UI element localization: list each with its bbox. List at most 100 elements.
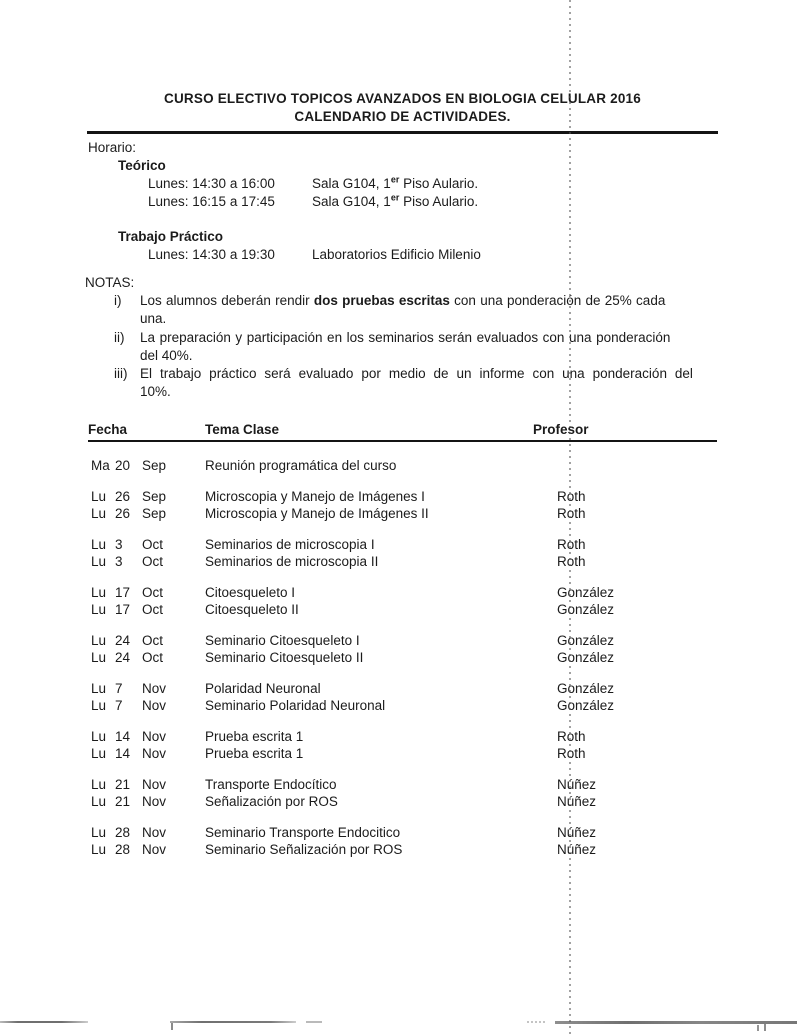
horario-practico-block: Trabajo Práctico Lunes: 14:30 a 19:30 La… xyxy=(88,228,481,264)
table-body: Ma 20 Sep Reunión programática del curso… xyxy=(88,457,717,858)
practico-title: Trabajo Práctico xyxy=(118,229,224,244)
cell-day-abbrev: Lu xyxy=(91,554,107,569)
cell-day-number: 3 xyxy=(115,554,123,569)
cell-day-number: 24 xyxy=(115,633,131,648)
cell-profesor: Núñez xyxy=(557,794,597,809)
cell-day-number: 28 xyxy=(115,825,131,840)
column-header-profesor: Profesor xyxy=(533,422,589,437)
horario-section: Horario: Teórico Lunes: 14:30 a 16:00 Sa… xyxy=(88,139,481,264)
cell-day-number: 17 xyxy=(115,602,131,617)
table-row: Lu 17 Oct Citoesqueleto I González xyxy=(88,584,717,601)
cell-profesor xyxy=(557,457,717,474)
schedule-place: Sala G104, 1er Piso Aulario. xyxy=(312,175,478,193)
cell-day-abbrev: Lu xyxy=(91,585,107,600)
table-row: Lu 14 Nov Prueba escrita 1 Roth xyxy=(88,745,717,762)
text-run: Sala G104, 1 xyxy=(312,176,391,191)
cell-day-number: 7 xyxy=(115,698,123,713)
cell-month: Oct xyxy=(142,633,164,648)
cell-day-number: 17 xyxy=(115,585,131,600)
cell-profesor: González xyxy=(557,602,615,617)
cell-day-abbrev: Lu xyxy=(91,633,107,648)
table-row: Ma 20 Sep Reunión programática del curso xyxy=(88,457,717,474)
cell-profesor: Roth xyxy=(557,489,586,504)
cell-day-abbrev: Lu xyxy=(91,777,107,792)
superscript-run: er xyxy=(390,174,400,185)
note-line: i) Los alumnos deberán rendir dos prueba… xyxy=(85,292,718,310)
document-subtitle: CALENDARIO DE ACTIVIDADES. xyxy=(294,109,511,124)
note-marker xyxy=(114,347,140,365)
table-row: Lu 26 Sep Microscopia y Manejo de Imágen… xyxy=(88,488,717,505)
course-title: CURSO ELECTIVO TOPICOS AVANZADOS EN BIOL… xyxy=(164,91,641,106)
cell-month: Oct xyxy=(142,602,164,617)
superscript-run: er xyxy=(390,192,400,203)
cell-tema-clase: Polaridad Neuronal xyxy=(205,681,321,696)
cell-day-abbrev: Lu xyxy=(91,794,107,809)
note-line: 10%. xyxy=(85,383,718,401)
text-run: Piso Aulario. xyxy=(399,194,479,209)
schedule-place: Laboratorios Edificio Milenio xyxy=(312,246,481,264)
cell-profesor: González xyxy=(557,681,615,696)
cell-month: Nov xyxy=(142,825,167,840)
table-row: Lu 21 Nov Transporte Endocítico Núñez xyxy=(88,776,717,793)
cell-tema-clase: Reunión programática del curso xyxy=(205,458,397,473)
cell-profesor: Roth xyxy=(557,729,586,744)
cell-month: Oct xyxy=(142,554,164,569)
schedule-line: Lunes: 16:15 a 17:45 Sala G104, 1er Piso… xyxy=(148,193,481,211)
cell-day-abbrev: Lu xyxy=(91,602,107,617)
note-line: ii) La preparación y participación en lo… xyxy=(85,329,718,347)
note-text: una. xyxy=(140,310,718,328)
cell-day-abbrev: Lu xyxy=(91,698,107,713)
cell-day-number: 7 xyxy=(115,681,123,696)
notas-section: NOTAS: i) Los alumnos deberán rendir dos… xyxy=(85,274,718,401)
horario-teorico-block: Teórico Lunes: 14:30 a 16:00 Sala G104, … xyxy=(88,157,481,211)
scan-artifact-line xyxy=(306,1021,322,1023)
table-row: Lu 24 Oct Seminario Citoesqueleto II Gon… xyxy=(88,649,717,666)
table-row: Lu 14 Nov Prueba escrita 1 Roth xyxy=(88,728,717,745)
note-marker: i) xyxy=(114,293,122,309)
table-row: Lu 28 Nov Seminario Transporte Endocitic… xyxy=(88,824,717,841)
note-marker: iii) xyxy=(114,366,128,382)
column-header-fecha: Fecha xyxy=(88,422,128,437)
table-row: Lu 26 Sep Microscopia y Manejo de Imágen… xyxy=(88,505,717,522)
schedule-line: Lunes: 14:30 a 16:00 Sala G104, 1er Piso… xyxy=(148,175,481,193)
note-line: del 40%. xyxy=(85,347,718,365)
cell-profesor: González xyxy=(557,585,615,600)
cell-day-number: 21 xyxy=(115,794,131,809)
cell-day-number: 20 xyxy=(115,458,131,473)
cell-day-number: 21 xyxy=(115,777,131,792)
cell-tema-clase: Seminario Señalización por ROS xyxy=(205,842,403,857)
cell-day-abbrev: Lu xyxy=(91,489,107,504)
cell-day-abbrev: Lu xyxy=(91,729,107,744)
cell-month: Nov xyxy=(142,729,167,744)
note-line: iii) El trabajo práctico será evaluado p… xyxy=(85,365,718,383)
cell-month: Sep xyxy=(142,489,167,504)
cell-profesor: Roth xyxy=(557,506,586,521)
cell-tema-clase: Microscopia y Manejo de Imágenes I xyxy=(205,489,425,504)
cell-profesor: Núñez xyxy=(557,825,597,840)
text-run: 10%. xyxy=(140,384,171,400)
cell-month: Nov xyxy=(142,681,167,696)
cell-profesor: Roth xyxy=(557,746,586,761)
class-schedule-table: Fecha Tema Clase Profesor Ma 20 Sep Reun… xyxy=(88,422,717,858)
text-run: La preparación y participación en los se… xyxy=(140,329,671,345)
cell-month: Sep xyxy=(142,506,167,521)
table-row: Lu 3 Oct Seminarios de microscopia I Rot… xyxy=(88,536,717,553)
cell-day-number: 26 xyxy=(115,489,131,504)
schedule-time: Lunes: 14:30 a 16:00 xyxy=(148,176,275,191)
teorico-title: Teórico xyxy=(118,158,166,173)
cell-tema-clase: Citoesqueleto II xyxy=(205,602,299,617)
cell-tema-clase: Prueba escrita 1 xyxy=(205,746,304,761)
schedule-time: Lunes: 14:30 a 19:30 xyxy=(148,247,275,262)
cell-day-number: 26 xyxy=(115,506,131,521)
text-run: con una ponderación de 25% cada xyxy=(449,293,666,309)
cell-month: Sep xyxy=(142,458,167,473)
schedule-place: Sala G104, 1er Piso Aulario. xyxy=(312,193,478,211)
bold-text-run: dos pruebas escritas xyxy=(313,293,450,309)
cell-tema-clase: Señalización por ROS xyxy=(205,794,338,809)
cell-day-abbrev: Ma xyxy=(91,458,110,473)
document-header: CURSO ELECTIVO TOPICOS AVANZADOS EN BIOL… xyxy=(88,90,717,126)
note-marker: ii) xyxy=(114,329,125,345)
cell-profesor: Roth xyxy=(557,554,586,569)
schedule-time: Lunes: 16:15 a 17:45 xyxy=(148,194,275,209)
